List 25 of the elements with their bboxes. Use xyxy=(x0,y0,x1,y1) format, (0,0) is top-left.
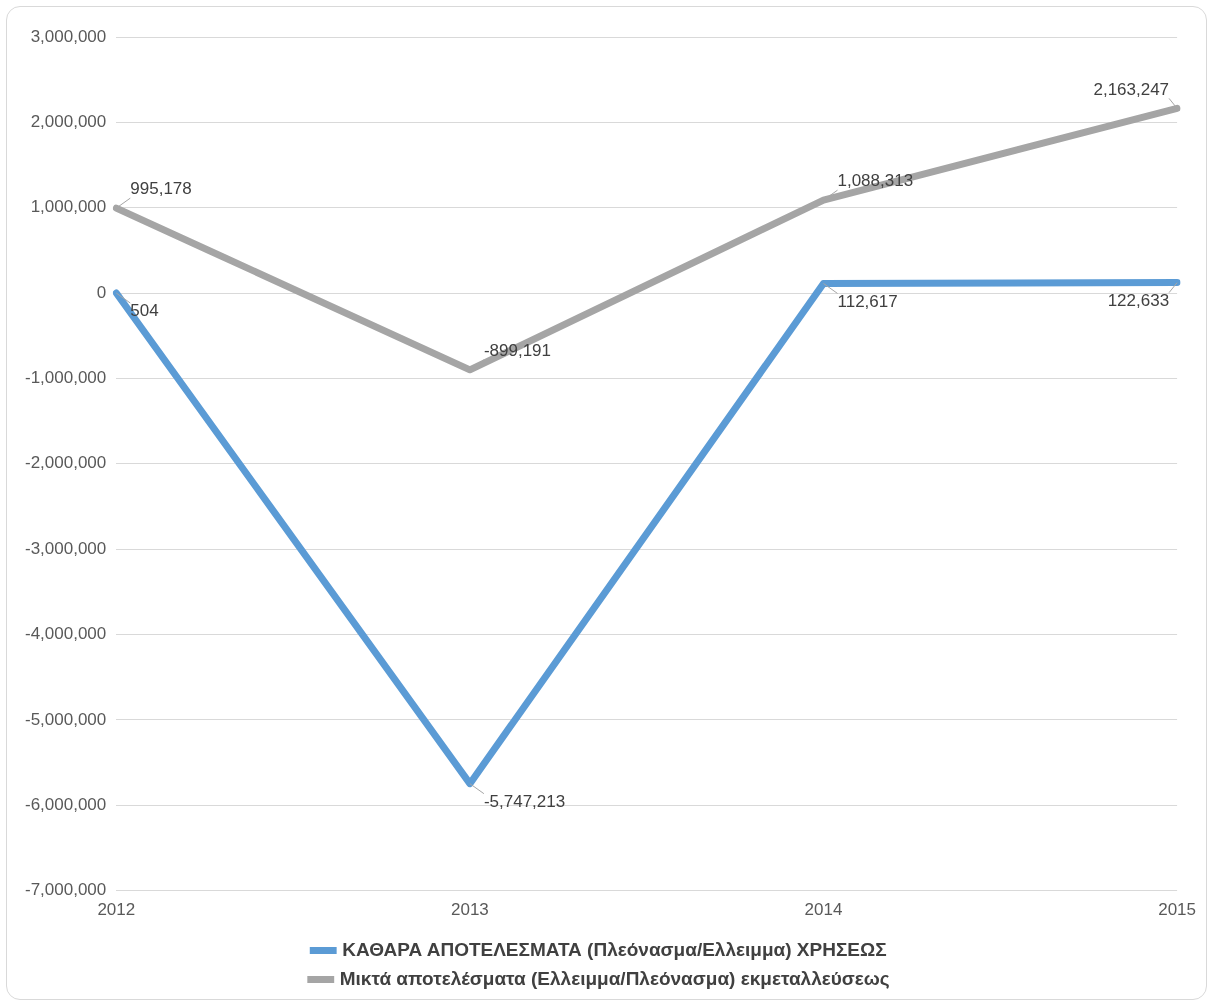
y-tick-label: -4,000,000 xyxy=(24,624,107,644)
y-tick-label: -7,000,000 xyxy=(24,880,107,900)
x-tick-label: 2013 xyxy=(450,900,489,920)
y-tick-label: 0 xyxy=(96,282,107,302)
y-tick-label: 2,000,000 xyxy=(30,112,107,132)
y-tick-label: 1,000,000 xyxy=(30,197,107,217)
data-label: 504 xyxy=(130,301,159,321)
y-tick-label: -5,000,000 xyxy=(24,709,107,729)
y-tick-label: -1,000,000 xyxy=(24,368,107,388)
data-label: 995,178 xyxy=(130,179,192,199)
y-tick-label: -2,000,000 xyxy=(24,453,107,473)
x-tick-label: 2014 xyxy=(804,900,843,920)
data-label: 112,617 xyxy=(837,291,898,311)
x-tick-label: 2015 xyxy=(1158,900,1196,920)
x-tick-label: 2012 xyxy=(97,900,136,920)
y-tick-label: -6,000,000 xyxy=(24,794,107,814)
legend-label: ΚΑΘΑΡΑ ΑΠΟΤΕΛΕΣΜΑΤΑ (Πλεόνασμα/Ελλειμμα) ΧΡΗΣΕΩΣ xyxy=(342,938,887,960)
y-tick-label: 3,000,000 xyxy=(30,26,107,46)
data-label: 2,163,247 xyxy=(1093,79,1170,99)
y-tick-label: -3,000,000 xyxy=(24,538,107,558)
data-label: 1,088,313 xyxy=(837,171,914,191)
data-label: -5,747,213 xyxy=(483,791,566,811)
data-label: -899,191 xyxy=(483,341,552,361)
legend-label: Μικτά αποτελέσματα (Ελλειμμα/Πλεόνασμα) εκμεταλλεύσεως xyxy=(339,967,890,989)
data-label: 122,633 xyxy=(1107,290,1170,310)
